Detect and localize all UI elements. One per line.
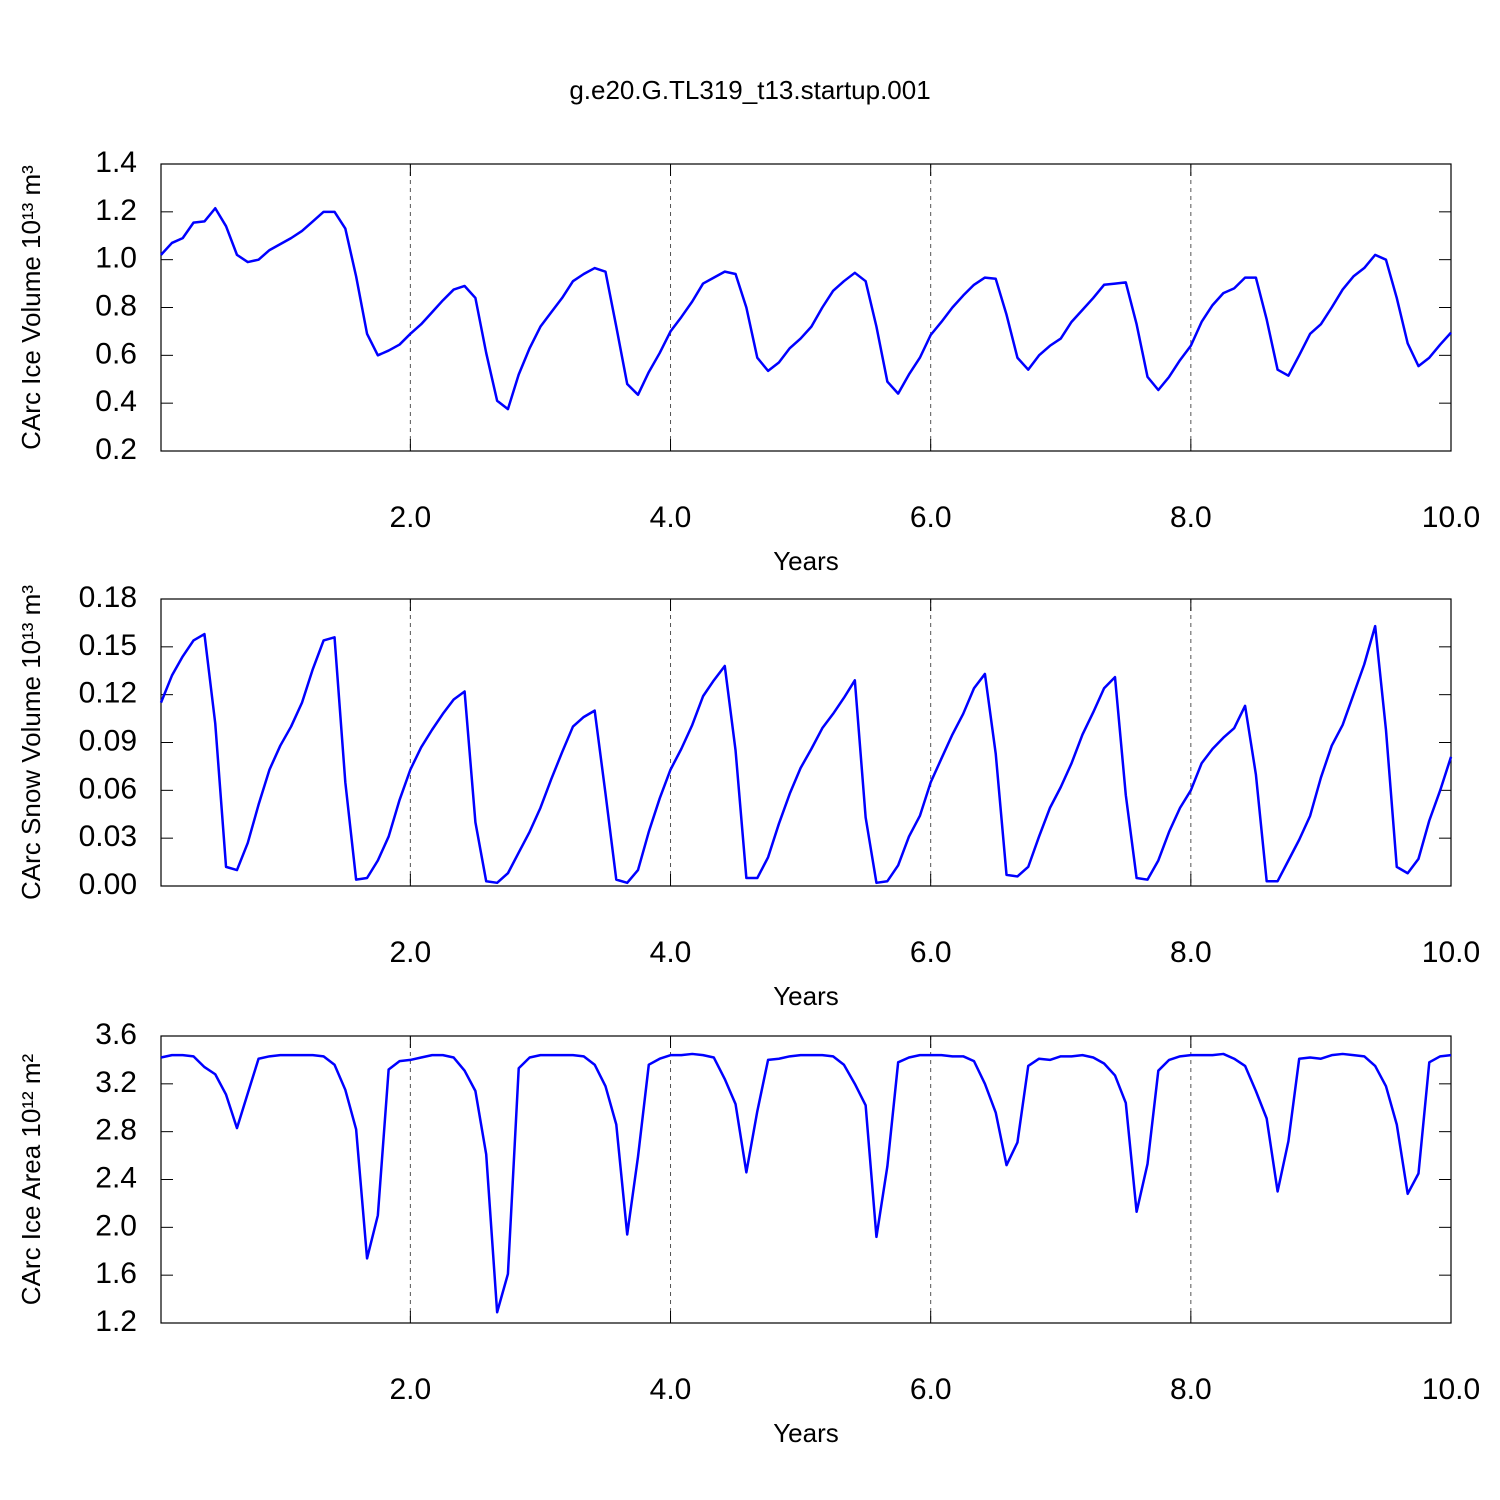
- y-tick-label: 0.09: [79, 724, 137, 757]
- y-tick-label: 0.18: [79, 581, 137, 614]
- y-tick-label: 0.03: [79, 820, 137, 853]
- x-tick-label: 6.0: [910, 1373, 952, 1406]
- x-tick-label: 2.0: [390, 936, 432, 969]
- y-tick-label: 0.12: [79, 677, 137, 710]
- chart-title: g.e20.G.TL319_t13.startup.001: [569, 75, 930, 105]
- x-tick-label: 8.0: [1170, 1373, 1212, 1406]
- y-tick-label: 1.2: [95, 1305, 137, 1338]
- x-axis-label: Years: [773, 1418, 839, 1448]
- x-tick-label: 8.0: [1170, 501, 1212, 534]
- y-tick-label: 1.6: [95, 1257, 137, 1290]
- x-tick-label: 4.0: [650, 1373, 692, 1406]
- series-line: [160, 1052, 1452, 1314]
- x-tick-label: 10.0: [1422, 1373, 1480, 1406]
- y-axis-label: CArc Ice Area 10¹² m²: [16, 1053, 46, 1305]
- y-tick-label: 2.0: [95, 1209, 137, 1242]
- x-axis-label: Years: [773, 981, 839, 1011]
- y-tick-label: 0.15: [79, 629, 137, 662]
- y-axis-label: CArc Ice Volume 10¹³ m³: [16, 165, 46, 450]
- x-tick-label: 4.0: [650, 936, 692, 969]
- y-tick-label: 0.4: [95, 385, 137, 418]
- x-tick-label: 10.0: [1422, 501, 1480, 534]
- y-tick-label: 1.0: [95, 242, 137, 275]
- x-tick-label: 6.0: [910, 501, 952, 534]
- plot-frame: [160, 1035, 1452, 1324]
- y-tick-label: 0.06: [79, 772, 137, 805]
- y-tick-label: 3.6: [95, 1018, 137, 1051]
- y-tick-label: 1.2: [95, 194, 137, 227]
- y-tick-label: 3.2: [95, 1066, 137, 1099]
- y-axis-label: CArc Snow Volume 10¹³ m³: [16, 585, 46, 900]
- x-axis-label: Years: [773, 546, 839, 576]
- plot-frame: [160, 598, 1452, 887]
- plot-frame: [160, 163, 1452, 452]
- y-tick-label: 2.4: [95, 1161, 137, 1194]
- y-tick-label: 0.8: [95, 289, 137, 322]
- series-line: [160, 207, 1452, 411]
- y-tick-label: 0.6: [95, 337, 137, 370]
- x-tick-label: 8.0: [1170, 936, 1212, 969]
- series-line: [159, 624, 1453, 885]
- y-tick-label: 0.2: [95, 433, 137, 466]
- y-tick-label: 1.4: [95, 146, 137, 179]
- x-tick-label: 4.0: [650, 501, 692, 534]
- x-tick-label: 10.0: [1422, 936, 1480, 969]
- y-tick-label: 2.8: [95, 1114, 137, 1147]
- x-tick-label: 2.0: [390, 501, 432, 534]
- x-tick-label: 6.0: [910, 936, 952, 969]
- x-tick-label: 2.0: [390, 1373, 432, 1406]
- y-tick-label: 0.00: [79, 868, 137, 901]
